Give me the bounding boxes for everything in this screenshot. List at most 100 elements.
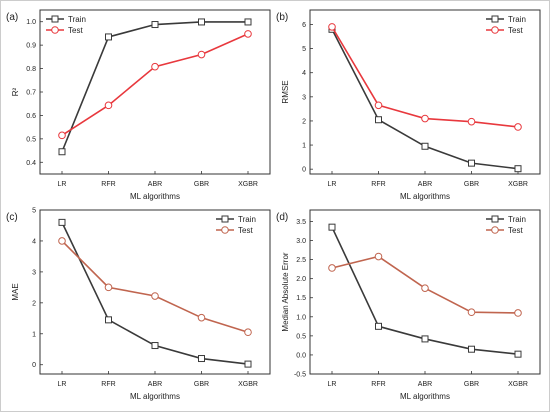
x-tick-label: XGBR (508, 381, 528, 388)
y-tick-label: 5 (302, 46, 306, 53)
x-tick-label: ABR (418, 181, 432, 188)
y-tick-label: 0.9 (26, 43, 36, 50)
y-tick-label: 3.5 (296, 219, 306, 226)
data-point-test (467, 117, 476, 126)
chart-panel-3: 0 1 2 3 4 5 LR RFR ABR GBR XGBR ML algorithms MAE (c)… (6, 208, 271, 401)
x-tick-label: RFR (101, 181, 115, 188)
legend-swatch-marker (491, 226, 499, 234)
panel-label: (c) (6, 212, 18, 223)
y-tick-label: 0.8 (26, 66, 36, 73)
panel-label: (d) (276, 212, 288, 223)
y-tick-label: 1.0 (296, 314, 306, 321)
data-point-test (58, 131, 66, 140)
legend-label: Test (508, 26, 523, 35)
y-tick-label: 1.5 (296, 295, 306, 302)
legend-swatch-marker (51, 26, 59, 34)
data-point-test (244, 30, 252, 38)
y-tick-label: 4 (302, 70, 306, 77)
x-tick-label: RFR (101, 381, 115, 388)
chart-panel-1: 0.4 0.5 0.6 0.7 0.8 0.9 1.0 LR RFR ABR GBR XGBR ML a… (6, 9, 271, 201)
data-point-test (104, 101, 113, 110)
y-tick-label: 6 (302, 22, 306, 29)
series-line-test (331, 26, 519, 128)
data-point-test (151, 62, 159, 71)
x-tick-label: ABR (148, 181, 162, 188)
panel-label: (a) (6, 12, 18, 23)
data-point-test (244, 328, 252, 337)
data-point-test (328, 23, 336, 31)
legend-swatch-marker (221, 226, 229, 234)
y-tick-label: 0.0 (296, 352, 306, 359)
legend-label: Train (238, 215, 256, 224)
legend-label: Train (508, 15, 526, 24)
data-point-test (467, 308, 476, 317)
x-tick-label: LR (328, 181, 337, 188)
legend-swatch-marker (491, 26, 499, 34)
x-tick-label: GBR (464, 381, 479, 388)
data-point-train (151, 342, 159, 350)
data-point-train (468, 345, 475, 353)
data-point-train (514, 350, 522, 358)
x-tick-label: RFR (371, 181, 385, 188)
y-tick-label: 0.5 (26, 136, 36, 143)
legend-swatch-marker (51, 15, 59, 23)
y-tick-label: 2.5 (296, 257, 306, 264)
data-point-train (105, 33, 112, 41)
data-point-test (514, 123, 522, 131)
legend-swatch-marker (491, 15, 499, 23)
data-point-test (197, 313, 206, 322)
data-point-train (421, 142, 429, 150)
y-tick-label: 2.0 (296, 276, 306, 283)
legend: Train Test (216, 215, 256, 235)
plot-frame (39, 209, 271, 375)
data-point-train (58, 218, 66, 226)
y-axis-label: Median Absolute Error (281, 252, 290, 331)
data-point-train (198, 18, 205, 26)
chart-panel-2: 0 1 2 3 4 5 6 LR RFR ABR GBR XGBR ML algorithms RMSE (… (276, 9, 541, 201)
x-tick-label: GBR (194, 181, 209, 188)
data-point-test (104, 283, 113, 292)
y-tick-label: 5 (32, 208, 36, 215)
data-point-train (244, 18, 252, 26)
y-tick-label: 0.7 (26, 90, 36, 97)
y-tick-label: 0.5 (296, 333, 306, 340)
legend: Train Test (486, 215, 526, 235)
data-point-train (468, 159, 475, 167)
data-point-test (421, 114, 429, 123)
y-tick-label: -0.5 (294, 372, 306, 379)
data-point-train (244, 360, 252, 368)
chart-panel-4: -0.5 0.0 0.5 1.0 1.5 2.0 2.5 3.0 3.5 LR RFR ABR GBR X… (276, 209, 541, 401)
data-point-test (151, 292, 159, 300)
x-tick-label: XGBR (238, 181, 258, 188)
data-point-train (151, 21, 159, 29)
y-tick-label: 2 (32, 300, 36, 307)
x-tick-label: LR (328, 381, 337, 388)
x-axis-label: ML algorithms (130, 192, 180, 201)
data-point-train (105, 316, 112, 324)
legend-label: Test (508, 226, 523, 235)
y-tick-label: 0.6 (26, 113, 36, 120)
x-tick-label: XGBR (508, 181, 528, 188)
series-line-test (61, 240, 249, 333)
legend-label: Train (68, 15, 86, 24)
y-tick-label: 1.0 (26, 19, 36, 26)
y-axis-label: RMSE (281, 80, 290, 103)
legend: Train Test (46, 15, 86, 35)
plot-frame (309, 209, 541, 375)
data-point-test (197, 50, 206, 59)
y-tick-label: 1 (302, 143, 306, 150)
x-axis-label: ML algorithms (130, 392, 180, 401)
legend-label: Test (68, 26, 83, 35)
data-point-test (374, 252, 383, 261)
y-tick-label: 3 (32, 269, 36, 276)
x-axis-label: ML algorithms (400, 392, 450, 401)
x-tick-label: RFR (371, 381, 385, 388)
data-point-test (374, 101, 383, 110)
y-tick-label: 0.4 (26, 160, 36, 167)
data-point-test (421, 284, 429, 292)
legend-label: Test (238, 226, 253, 235)
y-tick-label: 0 (32, 362, 36, 369)
y-tick-label: 1 (32, 331, 36, 338)
panel-label: (b) (276, 12, 288, 23)
legend-swatch-marker (491, 215, 499, 223)
